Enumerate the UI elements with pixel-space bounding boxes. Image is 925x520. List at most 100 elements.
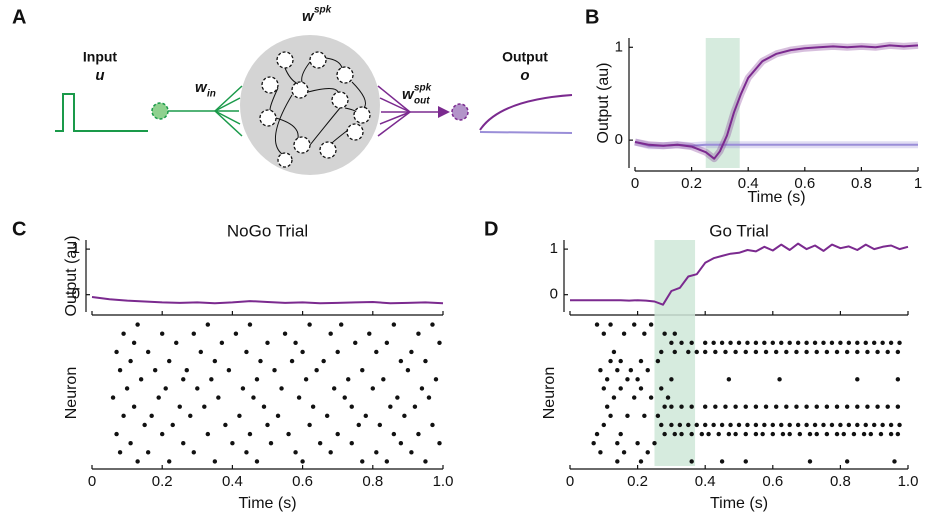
spike [762,422,767,428]
spike [855,404,860,409]
spike [844,349,850,355]
input-pulse [55,93,148,132]
spike [601,422,606,428]
spike [669,422,674,428]
spike [618,431,623,437]
spike [855,422,860,428]
spike [419,386,425,391]
spike [360,459,365,464]
spike [247,431,253,437]
spike [416,331,421,336]
spike [426,395,432,400]
spike [777,377,782,382]
y-tick-label: 0 [72,286,80,303]
spike [128,358,133,364]
spike [433,377,439,382]
spike [398,358,404,364]
spike [784,349,789,355]
panel-label: B [585,6,599,28]
series-line [634,44,919,160]
x-tick-label: 0.6 [292,473,313,490]
spike [795,422,801,428]
spike [381,377,386,382]
spike [838,340,843,346]
spike [851,431,857,437]
spike [844,459,850,464]
spike [632,322,637,327]
spike [635,377,640,382]
spike [669,404,674,409]
chart-title: Go Trial [709,221,769,240]
spike [694,422,699,428]
spike [689,404,694,409]
spike [807,431,813,437]
x-tick-label: 0 [88,473,96,490]
spike [662,331,667,336]
spike [604,404,610,409]
spike [279,386,284,391]
spike [244,349,249,355]
spike [694,349,699,355]
spike [745,340,750,346]
spike [719,340,725,346]
spike [293,450,298,455]
spike [638,358,644,364]
spike [174,340,179,346]
spike [770,340,775,346]
spike [145,349,151,355]
spike [349,404,354,409]
spike [615,459,620,464]
spike [177,404,182,409]
y-tick-label: 0 [615,131,623,148]
spike [812,340,818,346]
spike [865,404,870,409]
spike [804,422,809,428]
spike [824,404,830,409]
spike [205,431,211,437]
x-tick-label: 0.2 [152,473,173,490]
spike [794,404,799,409]
spike [430,322,435,327]
spike [638,386,644,391]
spike [324,413,330,419]
spike [795,340,801,346]
spike [821,340,826,346]
spike [307,322,312,327]
w-out: w [402,86,415,103]
spike [773,404,779,409]
spike [872,422,877,428]
spike [875,404,880,409]
spike [251,395,256,400]
spike [353,340,358,346]
spike [703,422,708,428]
spike [648,322,654,327]
spike [219,340,225,346]
spike [615,440,620,446]
x-tick-label: 0.8 [851,175,872,192]
spike [892,459,897,464]
spike [160,331,165,336]
spike [787,422,792,428]
spike [880,422,885,428]
spike [349,440,354,446]
spike [760,431,765,437]
spike [888,422,894,428]
output-nogo [479,131,573,134]
spike [152,367,158,373]
spike [770,422,775,428]
spike [689,431,694,437]
y-tick-label: 0 [550,286,558,303]
spike [142,422,147,428]
spike [824,349,830,355]
spike [719,459,725,464]
spike [885,349,890,355]
spike [149,413,154,419]
spike [395,395,400,400]
y-axis-label: Output (au) [595,63,612,144]
spike [117,367,123,373]
output-label: Output [502,49,548,65]
spike [195,386,200,391]
spike [753,349,759,355]
spike [209,377,214,382]
input-symbol: u [95,67,104,84]
